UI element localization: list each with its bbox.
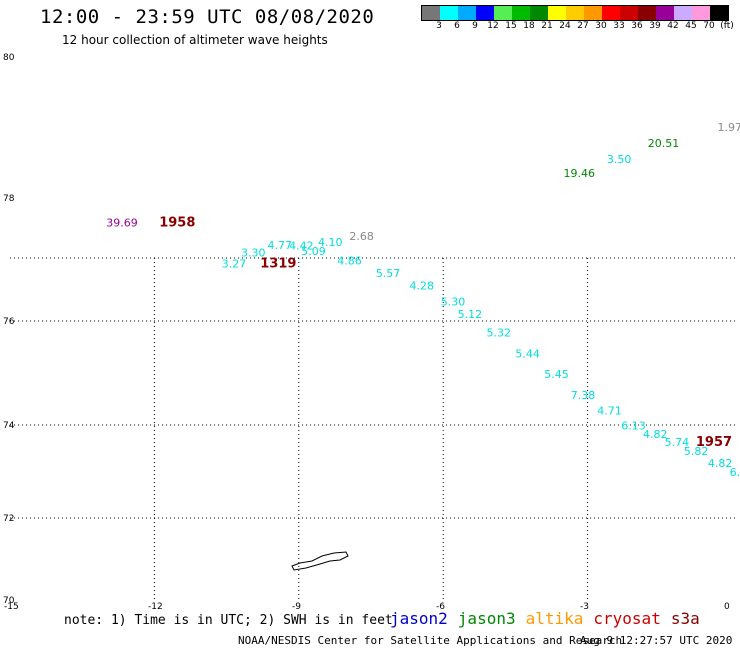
- colorbar-swatch: [458, 6, 476, 20]
- axis-labels: 80 78 76 74 72 70-15 -12 -9 -6 -3 0: [3, 53, 730, 612]
- longitude-label: 0: [724, 602, 730, 612]
- wave-height-label: 39.69: [106, 217, 137, 230]
- longitude-label: -9: [292, 602, 301, 612]
- legend-item-cryosat: cryosat: [593, 609, 661, 628]
- graticule: [10, 257, 735, 600]
- colorbar: [421, 5, 729, 21]
- legend-item-altika: altika: [525, 609, 584, 628]
- colorbar-swatch: [710, 6, 728, 20]
- observation-time-label: 1319: [260, 256, 296, 271]
- colorbar-swatch: [422, 6, 440, 20]
- legend-item-s3a: s3a: [670, 609, 700, 628]
- wave-height-label: 5.12: [458, 308, 483, 321]
- longitude-label: -15: [4, 602, 19, 612]
- colorbar-swatch: [638, 6, 656, 20]
- wave-height-label: 3.50: [607, 153, 632, 166]
- colorbar-label: 6: [454, 21, 460, 31]
- colorbar-swatch: [530, 6, 548, 20]
- colorbar-swatch: [620, 6, 638, 20]
- colorbar-label: 15: [505, 21, 517, 31]
- wave-height-label: 6.: [730, 466, 740, 479]
- wave-height-label: 4.77: [268, 239, 293, 252]
- colorbar-label: 12: [487, 21, 499, 31]
- colorbar-swatch: [440, 6, 458, 20]
- latitude-label: 70: [3, 596, 15, 606]
- colorbar-label: 27: [577, 21, 589, 31]
- wave-height-label: 3.30: [241, 247, 265, 260]
- longitude-label: -3: [580, 602, 589, 612]
- wave-height-label: 4.28: [410, 280, 435, 293]
- wave-height-label: 3.27: [222, 257, 247, 270]
- colorbar-label: 45: [685, 21, 697, 31]
- wave-height-label: 5.09: [301, 245, 326, 258]
- colorbar-label: 42: [667, 21, 679, 31]
- wave-height-label: 2.68: [349, 230, 374, 243]
- wave-height-label: 5.30: [441, 295, 466, 308]
- colorbar-swatch: [656, 6, 674, 20]
- colorbar-label: 33: [613, 21, 625, 31]
- legend-item-jason3: jason3: [457, 609, 516, 628]
- latitude-label: 76: [3, 317, 15, 327]
- wave-height-label: 1.97: [718, 121, 740, 134]
- colorbar-swatch: [512, 6, 530, 20]
- colorbar-label: 18: [523, 21, 535, 31]
- generated-timestamp: Aug 9 12:27:57 UTC 2020: [580, 634, 733, 647]
- colorbar-label: 70: [703, 21, 715, 31]
- wave-height-label: 19.46: [564, 167, 596, 180]
- page-subtitle: 12 hour collection of altimeter wave hei…: [62, 33, 328, 47]
- wave-height-label: 20.51: [648, 137, 680, 150]
- legend-item-jason2: jason2: [390, 609, 448, 628]
- colorbar-labels: 3 6 9 12 15 18 21 24 27 30 33 36 39 42 45 70 (ft): [421, 21, 740, 33]
- wave-height-label: 5.57: [376, 267, 401, 280]
- wave-height-label: 7.38: [571, 389, 596, 402]
- wave-height-label: 5.82: [684, 445, 709, 458]
- observation-time-label: 1958: [159, 216, 195, 231]
- page-title: 12:00 - 23:59 UTC 08/08/2020: [40, 6, 375, 28]
- colorbar-swatch: [674, 6, 692, 20]
- wave-height-label: 4.71: [597, 405, 622, 418]
- observation-time-label: 1957: [696, 435, 732, 450]
- colorbar-label: 30: [595, 21, 607, 31]
- wave-height-label: 4.10: [318, 236, 343, 249]
- longitude-label: -12: [148, 602, 163, 612]
- latitude-label: 80: [3, 53, 15, 63]
- colorbar-label: 3: [436, 21, 442, 31]
- colorbar-swatch: [692, 6, 710, 20]
- colorbar-swatch: [602, 6, 620, 20]
- wave-height-label: 4.42: [289, 240, 314, 253]
- longitude-label: -6: [436, 602, 445, 612]
- wave-height-label: 4.86: [337, 254, 362, 267]
- colorbar-label: 36: [631, 21, 643, 31]
- wave-height-label: 5.74: [665, 436, 690, 449]
- colorbar-swatch: [548, 6, 566, 20]
- colorbar-label: 39: [649, 21, 661, 31]
- latitude-label: 72: [3, 514, 14, 524]
- colorbar-swatch: [494, 6, 512, 20]
- footer-note: note: 1) Time is in UTC; 2) SWH is in fe…: [64, 613, 393, 628]
- credit-line: NOAA/NESDIS Center for Satellite Applica…: [238, 634, 623, 647]
- latitude-label: 78: [3, 194, 15, 204]
- island-outline: [291, 551, 349, 571]
- latitude-label: 74: [3, 421, 15, 431]
- colorbar-label: (ft): [720, 21, 734, 31]
- satellite-legend: jason2 jason3 altika cryosat s3a: [390, 609, 710, 628]
- colorbar-label: 21: [541, 21, 553, 31]
- wave-height-label: 4.82: [708, 457, 733, 470]
- wave-height-label: 5.45: [544, 368, 569, 381]
- wave-height-label: 5.32: [487, 327, 512, 340]
- colorbar-label: 24: [559, 21, 571, 31]
- wave-height-label: 4.82: [643, 428, 668, 441]
- colorbar-label: 9: [472, 21, 478, 31]
- colorbar-swatch: [584, 6, 602, 20]
- wave-height-label: 6.13: [621, 420, 646, 433]
- colorbar-swatch: [566, 6, 584, 20]
- wave-height-label: 5.44: [515, 347, 540, 360]
- colorbar-swatch: [476, 6, 494, 20]
